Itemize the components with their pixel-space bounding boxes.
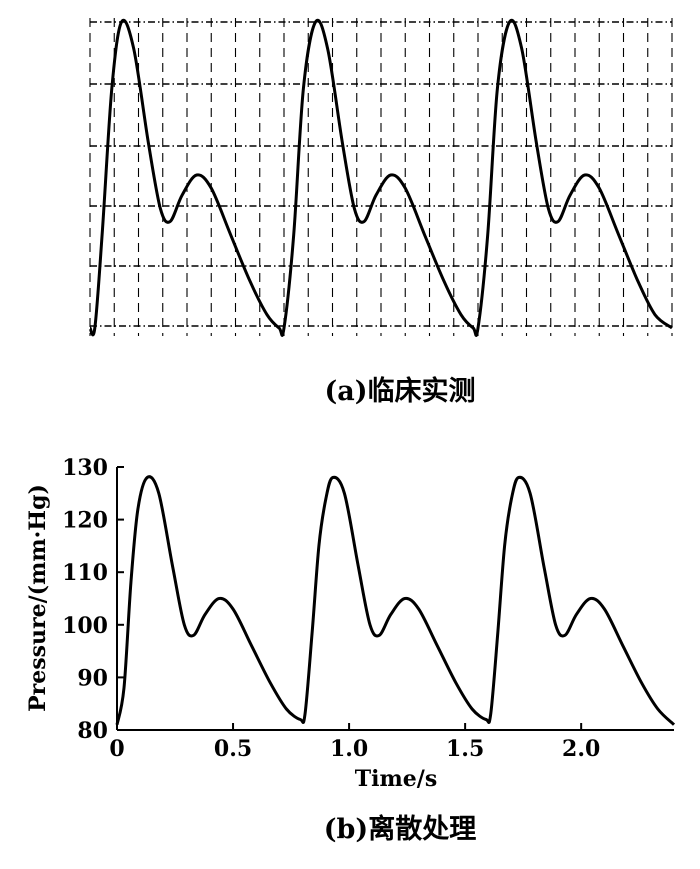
panel-b-y-label: Pressure/(mm·Hg) [25, 484, 51, 712]
panel-b-ticks: 0 0.5 1.0 1.5 2.0 80 90 100 110 120 130 [62, 455, 600, 762]
panel-a-caption: (a)临床实测 [324, 375, 475, 407]
panel-b-waveform [115, 475, 676, 726]
panel-b: 0 0.5 1.0 1.5 2.0 80 90 100 110 120 130 Time/s Pre… [25, 455, 676, 845]
panel-a-grid [89, 18, 673, 336]
panel-b-x-tick-label: 0 [109, 736, 124, 762]
panel-b-y-tick-label: 110 [62, 560, 108, 586]
panel-a: (a)临床实测 [88, 18, 673, 407]
panel-b-y-tick-label: 130 [62, 455, 108, 481]
panel-b-caption: (b)离散处理 [324, 813, 476, 845]
panel-b-x-label: Time/s [355, 766, 437, 792]
panel-b-y-tick-label: 80 [77, 718, 108, 744]
panel-b-x-tick-label: 1.0 [330, 736, 368, 762]
panel-b-x-tick-label: 2.0 [562, 736, 600, 762]
panel-b-y-tick-label: 120 [62, 508, 108, 534]
panel-b-x-tick-label: 0.5 [214, 736, 252, 762]
panel-b-y-tick-label: 100 [62, 613, 108, 639]
panel-b-x-tick-label: 1.5 [446, 736, 484, 762]
panel-b-y-tick-label: 90 [77, 665, 108, 691]
panel-a-waveform [88, 18, 673, 337]
